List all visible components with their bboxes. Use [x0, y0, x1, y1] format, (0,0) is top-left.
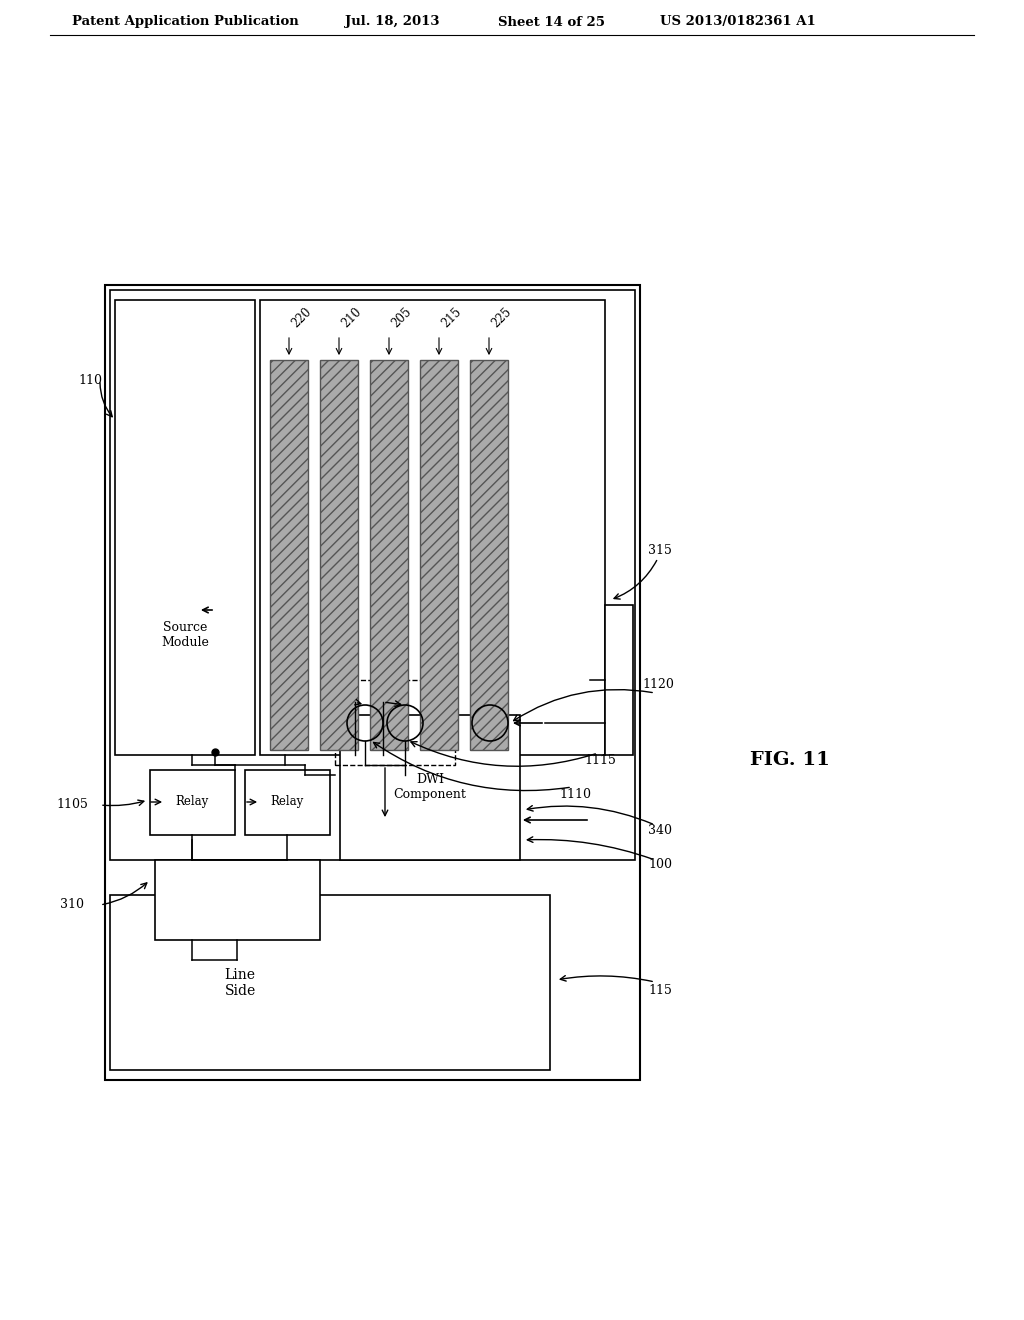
- Bar: [420, 360, 458, 750]
- Text: 315: 315: [648, 544, 672, 557]
- Text: 215: 215: [439, 305, 464, 330]
- Text: 310: 310: [60, 899, 84, 912]
- Text: 115: 115: [648, 983, 672, 997]
- Text: Patent Application Publication: Patent Application Publication: [72, 16, 299, 29]
- Bar: [150, 770, 234, 836]
- Bar: [110, 290, 635, 861]
- Text: Relay: Relay: [175, 796, 209, 808]
- Bar: [105, 285, 640, 1080]
- Text: 1120: 1120: [642, 678, 674, 692]
- Text: 225: 225: [489, 305, 514, 330]
- Text: 210: 210: [339, 305, 364, 330]
- Bar: [115, 300, 255, 755]
- Bar: [245, 770, 330, 836]
- Text: Sheet 14 of 25: Sheet 14 of 25: [498, 16, 605, 29]
- Text: 100: 100: [648, 858, 672, 871]
- Text: DWI
Component: DWI Component: [393, 774, 467, 801]
- Text: 1105: 1105: [56, 799, 88, 812]
- Text: 220: 220: [289, 305, 314, 330]
- Bar: [470, 360, 508, 750]
- Text: 1115: 1115: [584, 754, 616, 767]
- Text: Jul. 18, 2013: Jul. 18, 2013: [345, 16, 439, 29]
- Bar: [370, 360, 408, 750]
- Text: Line
Side: Line Side: [224, 968, 256, 998]
- Bar: [260, 300, 605, 755]
- Bar: [270, 360, 308, 750]
- Bar: [319, 360, 358, 750]
- Text: US 2013/0182361 A1: US 2013/0182361 A1: [660, 16, 816, 29]
- Bar: [340, 715, 520, 861]
- Bar: [335, 680, 455, 766]
- Text: FIG. 11: FIG. 11: [750, 751, 829, 770]
- Text: 110: 110: [78, 374, 102, 387]
- Bar: [155, 861, 319, 940]
- Text: Relay: Relay: [270, 796, 304, 808]
- Text: 340: 340: [648, 824, 672, 837]
- Text: 205: 205: [389, 305, 414, 330]
- Text: Source
Module: Source Module: [161, 620, 209, 649]
- Text: 1110: 1110: [559, 788, 591, 801]
- Bar: [605, 605, 633, 755]
- Bar: [110, 895, 550, 1071]
